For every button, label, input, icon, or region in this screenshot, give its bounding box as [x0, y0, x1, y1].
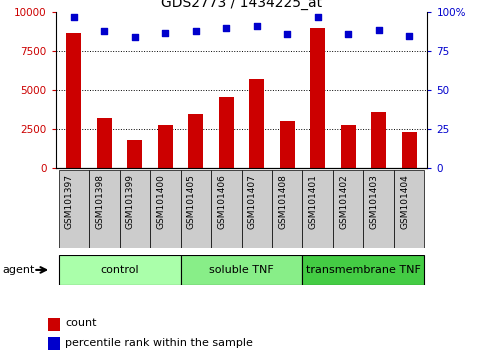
- Bar: [150, 170, 181, 248]
- Bar: [394, 170, 425, 248]
- Text: GSM101403: GSM101403: [369, 174, 379, 229]
- Text: percentile rank within the sample: percentile rank within the sample: [65, 337, 253, 348]
- Text: GSM101400: GSM101400: [156, 174, 165, 229]
- Bar: [48, 318, 60, 331]
- Text: GSM101408: GSM101408: [278, 174, 287, 229]
- Bar: [371, 112, 386, 168]
- Bar: [48, 337, 60, 350]
- Point: [375, 27, 383, 32]
- Bar: [341, 125, 356, 168]
- Title: GDS2773 / 1434225_at: GDS2773 / 1434225_at: [161, 0, 322, 10]
- Bar: [157, 125, 173, 168]
- Text: GSM101401: GSM101401: [309, 174, 318, 229]
- Bar: [127, 140, 142, 168]
- Point: [161, 30, 169, 35]
- Bar: [242, 170, 272, 248]
- Text: agent: agent: [3, 265, 35, 275]
- Bar: [333, 170, 363, 248]
- Text: GSM101404: GSM101404: [400, 174, 409, 229]
- Bar: [97, 118, 112, 168]
- Bar: [120, 170, 150, 248]
- Text: GSM101402: GSM101402: [339, 174, 348, 229]
- Text: GSM101407: GSM101407: [248, 174, 257, 229]
- Bar: [272, 170, 302, 248]
- Text: transmembrane TNF: transmembrane TNF: [306, 265, 421, 275]
- Bar: [181, 255, 302, 285]
- Text: GSM101406: GSM101406: [217, 174, 226, 229]
- Bar: [401, 132, 417, 168]
- Bar: [188, 114, 203, 168]
- Point: [131, 34, 139, 40]
- Bar: [310, 28, 326, 168]
- Bar: [302, 170, 333, 248]
- Bar: [211, 170, 242, 248]
- Point: [100, 28, 108, 34]
- Point: [253, 24, 261, 29]
- Bar: [181, 170, 211, 248]
- Bar: [249, 79, 264, 168]
- Point: [192, 28, 199, 34]
- Bar: [89, 170, 120, 248]
- Bar: [363, 170, 394, 248]
- Bar: [302, 255, 425, 285]
- Text: GSM101399: GSM101399: [126, 174, 135, 229]
- Point: [70, 14, 78, 20]
- Bar: [280, 121, 295, 168]
- Text: count: count: [65, 318, 97, 329]
- Point: [284, 32, 291, 37]
- Bar: [58, 255, 181, 285]
- Text: GSM101398: GSM101398: [95, 174, 104, 229]
- Text: GSM101397: GSM101397: [65, 174, 74, 229]
- Point: [344, 32, 352, 37]
- Bar: [58, 170, 89, 248]
- Bar: [66, 33, 82, 168]
- Text: GSM101405: GSM101405: [187, 174, 196, 229]
- Text: control: control: [100, 265, 139, 275]
- Point: [405, 33, 413, 39]
- Text: soluble TNF: soluble TNF: [209, 265, 274, 275]
- Point: [222, 25, 230, 31]
- Bar: [219, 97, 234, 168]
- Point: [314, 14, 322, 20]
